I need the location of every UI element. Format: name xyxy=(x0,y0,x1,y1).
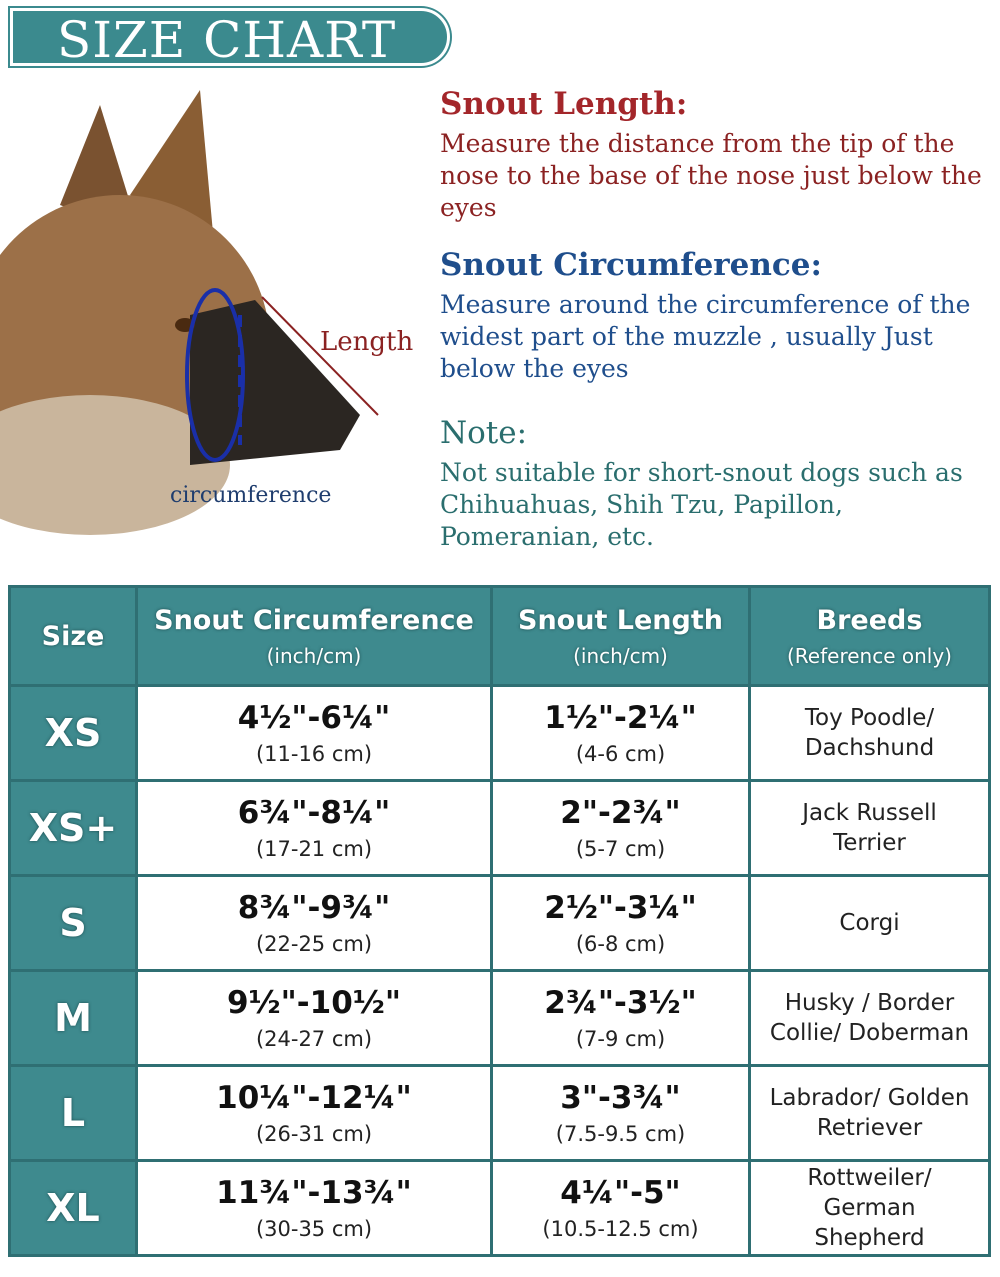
size-cell: M xyxy=(8,969,138,1067)
size-row: XL 11¾"-13¾" (30-35 cm) 4¼"-5" (10.5-12.5 cm… xyxy=(8,1159,991,1257)
header-cell: Breeds (Reference only) xyxy=(748,585,991,687)
size-cell: S xyxy=(8,874,138,972)
breeds-cell: Toy Poodle/ Dachshund xyxy=(748,684,991,782)
measure-cell: 10¼"-12¼" (26-31 cm) xyxy=(135,1064,493,1162)
size-cell: XS xyxy=(8,684,138,782)
header-title: Snout Length xyxy=(518,604,723,636)
measure-cell: 2"-2¾" (5-7 cm) xyxy=(490,779,751,877)
inch-range: 10¼"-12¼" xyxy=(216,1080,412,1116)
dog-snout xyxy=(190,300,360,465)
measure-cell: 2¾"-3½" (7-9 cm) xyxy=(490,969,751,1067)
measure-cell: 4½"-6¼" (11-16 cm) xyxy=(135,684,493,782)
instruction-text: Measure around the circumference of the … xyxy=(440,290,971,383)
inch-range: 8¾"-9¾" xyxy=(237,890,391,926)
inch-range: 2½"-3¼" xyxy=(544,890,697,926)
header-sub: (Reference only) xyxy=(787,643,952,668)
cm-range: (4-6 cm) xyxy=(575,742,666,766)
measure-cell: 6¾"-8¼" (17-21 cm) xyxy=(135,779,493,877)
inch-range: 2¾"-3½" xyxy=(544,985,697,1021)
instruction-text: Measure the distance from the tip of the… xyxy=(440,129,982,222)
instruction-heading: Snout Length: xyxy=(440,86,688,122)
cm-range: (11-16 cm) xyxy=(255,742,373,766)
circumference-label: circumference xyxy=(170,483,331,508)
inch-range: 4¼"-5" xyxy=(560,1175,681,1211)
length-arrow xyxy=(261,296,379,416)
breeds-cell: Corgi xyxy=(748,874,991,972)
header-row: Size Snout Circumference (inch/cm) Snout Le… xyxy=(8,585,991,687)
header-sub: (inch/cm) xyxy=(266,643,362,668)
measure-cell: 11¾"-13¾" (30-35 cm) xyxy=(135,1159,493,1257)
inch-range: 11¾"-13¾" xyxy=(216,1175,412,1211)
measure-cell: 9½"-10½" (24-27 cm) xyxy=(135,969,493,1067)
cm-range: (22-25 cm) xyxy=(255,932,373,956)
measure-cell: 8¾"-9¾" (22-25 cm) xyxy=(135,874,493,972)
cm-range: (17-21 cm) xyxy=(255,837,373,861)
instruction-heading: Snout Circumference: xyxy=(440,247,822,283)
measure-cell: 2½"-3¼" (6-8 cm) xyxy=(490,874,751,972)
header-title: Snout Circumference xyxy=(154,604,474,636)
dog-chest xyxy=(0,395,230,535)
circumference-ring xyxy=(185,288,245,462)
instruction-heading: Note: xyxy=(440,415,528,451)
size-row: S 8¾"-9¾" (22-25 cm) 2½"-3¼" (6-8 cm) Corgi xyxy=(8,874,991,972)
breeds-cell: Jack Russell Terrier xyxy=(748,779,991,877)
size-row: M 9½"-10½" (24-27 cm) 2¾"-3½" (7-9 cm) Husky … xyxy=(8,969,991,1067)
inch-range: 3"-3¾" xyxy=(560,1080,681,1116)
length-label: Length xyxy=(320,327,413,357)
size-table: Size Snout Circumference (inch/cm) Snout Le… xyxy=(8,585,991,1257)
cm-range: (6-8 cm) xyxy=(575,932,666,956)
header-title: Size xyxy=(41,620,105,652)
cm-range: (26-31 cm) xyxy=(255,1122,373,1146)
size-cell: L xyxy=(8,1064,138,1162)
header-sub: (inch/cm) xyxy=(573,643,668,668)
dog-illustration: Length circumference xyxy=(0,90,413,535)
header-cell: Size xyxy=(8,585,138,687)
breeds-cell: Husky / Border Collie/ Doberman xyxy=(748,969,991,1067)
dog-ear xyxy=(130,90,215,255)
size-cell: XS+ xyxy=(8,779,138,877)
instruction: Snout Circumference: Measure around the … xyxy=(440,245,1000,385)
inch-range: 4½"-6¼" xyxy=(237,700,391,736)
size-row: L 10¼"-12¼" (26-31 cm) 3"-3¾" (7.5-9.5 cm) La… xyxy=(8,1064,991,1162)
instruction-text: Not suitable for short-snout dogs such a… xyxy=(440,458,963,551)
instruction: Note: Not suitable for short-snout dogs … xyxy=(440,413,1000,553)
breeds-cell: Rottweiler/ German Shepherd xyxy=(748,1159,991,1257)
measure-cell: 3"-3¾" (7.5-9.5 cm) xyxy=(490,1064,751,1162)
header-title: Breeds xyxy=(816,604,923,636)
breeds-cell: Labrador/ Golden Retriever xyxy=(748,1064,991,1162)
header-cell: Snout Length (inch/cm) xyxy=(490,585,751,687)
header-cell: Snout Circumference (inch/cm) xyxy=(135,585,493,687)
inch-range: 6¾"-8¼" xyxy=(237,795,391,831)
title-banner: SIZE CHART xyxy=(10,8,450,69)
inch-range: 1½"-2¼" xyxy=(544,700,697,736)
instruction: Snout Length: Measure the distance from … xyxy=(440,84,1000,224)
size-row: XS+ 6¾"-8¼" (17-21 cm) 2"-2¾" (5-7 cm) Jack R… xyxy=(8,779,991,877)
cm-range: (5-7 cm) xyxy=(575,837,666,861)
cm-range: (30-35 cm) xyxy=(255,1217,373,1241)
measure-cell: 1½"-2¼" (4-6 cm) xyxy=(490,684,751,782)
cm-range: (24-27 cm) xyxy=(255,1027,373,1051)
cm-range: (7.5-9.5 cm) xyxy=(555,1122,686,1146)
size-row: XS 4½"-6¼" (11-16 cm) 1½"-2¼" (4-6 cm) Toy Po… xyxy=(8,684,991,782)
size-cell: XL xyxy=(8,1159,138,1257)
measure-cell: 4¼"-5" (10.5-12.5 cm) xyxy=(490,1159,751,1257)
cm-range: (7-9 cm) xyxy=(575,1027,666,1051)
inch-range: 2"-2¾" xyxy=(560,795,681,831)
cm-range: (10.5-12.5 cm) xyxy=(542,1217,699,1241)
inch-range: 9½"-10½" xyxy=(226,985,402,1021)
